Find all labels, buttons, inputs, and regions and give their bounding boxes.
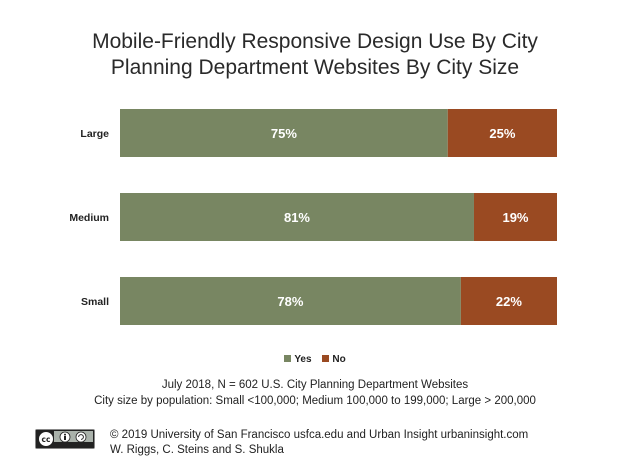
legend-swatch-yes	[284, 354, 292, 362]
data-label-large-yes: 75%	[271, 126, 297, 141]
bar-medium-no	[473, 193, 557, 241]
legend-item-yes: Yes	[284, 354, 312, 365]
bar-small-yes	[120, 277, 461, 325]
chart-title-line-1: Mobile-Friendly Responsive Design Use By…	[92, 30, 538, 53]
legend-item-no: No	[322, 354, 346, 365]
credit-line-1: © 2019 University of San Francisco usfca…	[110, 429, 529, 441]
data-label-large-no: 25%	[489, 126, 515, 141]
credit-line-2: W. Riggs, C. Steins and S. Shukla	[110, 444, 284, 456]
legend-swatch-no	[322, 354, 330, 362]
data-label-small-no: 22%	[496, 294, 522, 309]
credit: © 2019 University of San Francisco usfca…	[110, 428, 528, 458]
data-label-medium-no: 19%	[502, 210, 528, 225]
note-line-2: City size by population: Small <100,000;…	[94, 395, 536, 407]
category-label-large: Large	[80, 128, 109, 140]
creative-commons-license-icon: cc	[35, 429, 95, 449]
legend-label-no: No	[332, 354, 346, 365]
bar-small-no	[460, 277, 557, 325]
chart-title-line-2: Planning Department Websites By City Siz…	[110, 56, 520, 79]
chart-legend: Yes No	[0, 354, 630, 365]
svg-text:cc: cc	[42, 435, 51, 444]
note-line-1: July 2018, N = 602 U.S. City Planning De…	[161, 379, 469, 391]
chart-notes: July 2018, N = 602 U.S. City Planning De…	[0, 377, 630, 409]
bar-large-no	[447, 109, 557, 157]
data-label-small-yes: 78%	[277, 294, 303, 309]
category-label-medium: Medium	[69, 212, 109, 224]
legend-label-yes: Yes	[294, 354, 312, 365]
bar-large-yes	[120, 109, 448, 157]
chart-title: Mobile-Friendly Responsive Design Use By…	[0, 29, 630, 81]
data-label-medium-yes: 81%	[284, 210, 310, 225]
bar-medium-yes	[120, 193, 474, 241]
category-label-small: Small	[81, 296, 109, 308]
